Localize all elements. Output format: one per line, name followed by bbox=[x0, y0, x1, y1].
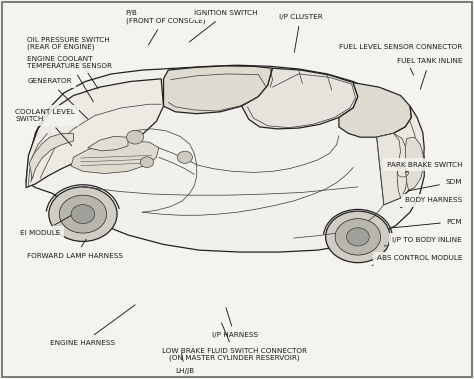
Text: ENGINE COOLANT
TEMPERATURE SENSOR: ENGINE COOLANT TEMPERATURE SENSOR bbox=[27, 56, 112, 102]
Polygon shape bbox=[29, 133, 73, 179]
Text: FUEL TANK INLINE: FUEL TANK INLINE bbox=[397, 58, 462, 89]
Polygon shape bbox=[339, 83, 411, 137]
Text: I/P HARNESS: I/P HARNESS bbox=[211, 308, 258, 338]
Polygon shape bbox=[377, 106, 424, 205]
Circle shape bbox=[177, 151, 192, 163]
Text: LOW BRAKE FLUID SWITCH CONNECTOR
(ON MASTER CYLINDER RESERVOIR): LOW BRAKE FLUID SWITCH CONNECTOR (ON MAS… bbox=[162, 323, 307, 361]
Circle shape bbox=[127, 130, 144, 144]
Circle shape bbox=[140, 157, 154, 168]
Text: I/P CLUSTER: I/P CLUSTER bbox=[279, 14, 322, 52]
Text: OIL PRESSURE SWITCH
(REAR OF ENGINE): OIL PRESSURE SWITCH (REAR OF ENGINE) bbox=[27, 37, 110, 89]
Circle shape bbox=[71, 205, 95, 224]
Text: ABS CONTROL MODULE: ABS CONTROL MODULE bbox=[372, 255, 462, 265]
Polygon shape bbox=[71, 141, 159, 174]
Circle shape bbox=[335, 219, 381, 255]
Polygon shape bbox=[26, 79, 164, 188]
Text: P/B
(FRONT OF CONSOLE): P/B (FRONT OF CONSOLE) bbox=[126, 10, 205, 45]
Text: COOLANT LEVEL
SWITCH: COOLANT LEVEL SWITCH bbox=[15, 109, 75, 146]
Circle shape bbox=[326, 211, 390, 263]
Polygon shape bbox=[405, 137, 423, 190]
Text: SDM: SDM bbox=[408, 179, 462, 191]
Text: IGNITION SWITCH: IGNITION SWITCH bbox=[190, 10, 258, 42]
Text: FUEL LEVEL SENSOR CONNECTOR: FUEL LEVEL SENSOR CONNECTOR bbox=[339, 44, 462, 75]
Text: ENGINE HARNESS: ENGINE HARNESS bbox=[50, 305, 135, 346]
Circle shape bbox=[49, 187, 117, 241]
Polygon shape bbox=[88, 136, 128, 151]
Text: GENERATOR: GENERATOR bbox=[27, 78, 88, 119]
Text: BODY HARNESS: BODY HARNESS bbox=[401, 197, 462, 208]
Text: LH/JB: LH/JB bbox=[175, 353, 194, 374]
Circle shape bbox=[59, 195, 107, 233]
Polygon shape bbox=[377, 133, 409, 205]
Polygon shape bbox=[242, 68, 358, 129]
Text: FORWARD LAMP HARNESS: FORWARD LAMP HARNESS bbox=[27, 239, 124, 259]
Text: PARK BRAKE SWITCH: PARK BRAKE SWITCH bbox=[386, 162, 462, 172]
Text: PCM: PCM bbox=[392, 219, 462, 228]
Polygon shape bbox=[26, 65, 424, 252]
Text: EI MODULE: EI MODULE bbox=[20, 216, 71, 236]
Polygon shape bbox=[164, 66, 273, 114]
Text: I/P TO BODY INLINE: I/P TO BODY INLINE bbox=[384, 236, 462, 246]
Circle shape bbox=[346, 228, 369, 246]
